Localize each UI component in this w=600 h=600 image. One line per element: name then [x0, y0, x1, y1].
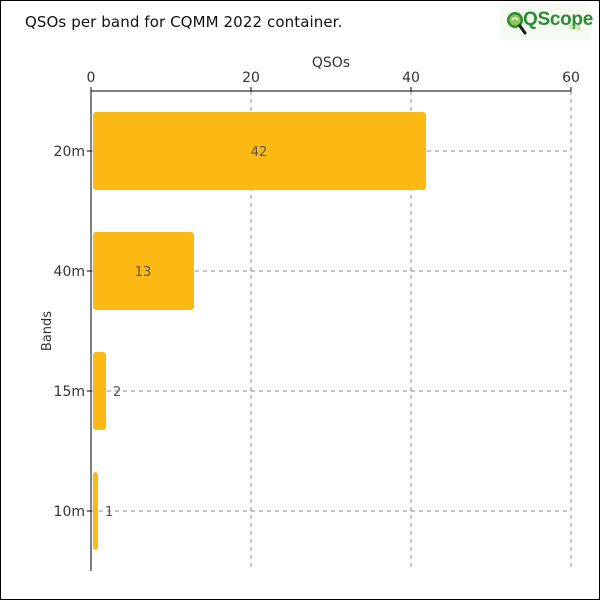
x-tick-label-0: 0	[87, 70, 96, 86]
y-tick-label-20m: 20m	[54, 144, 85, 160]
bar-40m	[93, 232, 194, 310]
logo-tld: .org	[568, 24, 581, 31]
magnifier-icon	[507, 12, 527, 35]
y-axis-title: Bands	[40, 311, 55, 351]
bar-15m	[93, 352, 106, 430]
logo-wordmark: QScope	[523, 9, 593, 30]
data-label-10m: 1	[105, 505, 113, 520]
data-label-40m: 13	[135, 265, 152, 280]
x-tick-label-40: 40	[402, 70, 420, 86]
qscope-logo: QScope .org	[501, 5, 593, 39]
x-tick-label-60: 60	[562, 70, 580, 86]
y-tick-label-15m: 15m	[54, 384, 85, 400]
y-tick-label-10m: 10m	[54, 504, 85, 520]
x-axis-title: QSOs	[312, 55, 350, 71]
y-tick-label-40m: 40m	[54, 264, 85, 280]
bar-20m	[93, 112, 426, 190]
chart-title: QSOs per band for CQMM 2022 container.	[25, 13, 343, 31]
data-label-15m: 2	[113, 385, 121, 400]
data-label-20m: 42	[251, 145, 268, 160]
x-tick-label-20: 20	[242, 70, 260, 86]
bar-10m	[93, 472, 98, 550]
